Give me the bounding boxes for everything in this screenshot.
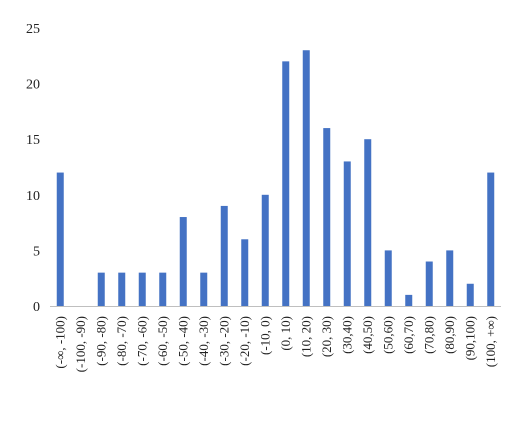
bars: [56, 50, 495, 306]
x-tick-label: (0, 10): [278, 316, 293, 351]
bar: [118, 272, 126, 306]
y-tick-label: 5: [33, 244, 40, 259]
x-tick-label: (100, +∞): [483, 316, 498, 367]
x-tick-label: (-70, -60): [134, 316, 149, 366]
y-tick-label: 20: [26, 78, 40, 93]
bar: [466, 283, 474, 306]
bar: [405, 294, 413, 306]
y-tick-label: 15: [26, 133, 40, 148]
bar: [487, 172, 495, 306]
x-tick-label: (-80, -70): [114, 316, 129, 366]
x-axis-labels: (-∞, -100) (-100, -90) (-90, -80) (-80, -70…: [52, 316, 498, 372]
bar: [97, 272, 105, 306]
x-tick-label: (60,70): [401, 316, 416, 354]
bar: [343, 161, 351, 306]
x-tick-label: (80,90): [442, 316, 457, 354]
y-tick-label: 10: [26, 189, 40, 204]
x-tick-label: (10, 20): [298, 316, 313, 357]
bar: [282, 61, 290, 306]
bar: [364, 139, 372, 306]
x-tick-label: (40,50): [360, 316, 375, 354]
x-tick-label: (-100, -90): [73, 316, 88, 372]
x-tick-label: (50,60): [380, 316, 395, 354]
bar: [179, 217, 187, 306]
y-tick-label: 25: [26, 22, 40, 37]
x-tick-label: (-30, -20): [216, 316, 231, 366]
bar: [241, 239, 249, 306]
x-tick-label: (90,100): [462, 316, 477, 360]
x-tick-label: (-60, -50): [155, 316, 170, 366]
x-tick-label: (-40, -30): [196, 316, 211, 366]
y-axis-ticks: 0 5 10 15 20 25: [26, 22, 40, 315]
bar: [323, 128, 331, 306]
bar: [159, 272, 167, 306]
bar: [425, 261, 433, 306]
x-tick-label: (-90, -80): [93, 316, 108, 366]
bar: [138, 272, 146, 306]
x-tick-label: (70,80): [421, 316, 436, 354]
bar: [446, 250, 454, 306]
bar: [56, 172, 64, 306]
x-tick-label: (20, 30): [319, 316, 334, 357]
x-tick-label: (30,40): [339, 316, 354, 354]
x-tick-label: (-10, 0): [257, 316, 272, 355]
y-tick-label: 0: [33, 300, 40, 315]
bar: [261, 194, 269, 306]
bar: [220, 205, 228, 306]
x-tick-label: (-50, -40): [175, 316, 190, 366]
bar: [302, 50, 310, 306]
x-tick-label: (-∞, -100): [52, 316, 67, 369]
bar: [200, 272, 208, 306]
x-tick-label: (-20, -10): [237, 316, 252, 366]
bar: [384, 250, 392, 306]
